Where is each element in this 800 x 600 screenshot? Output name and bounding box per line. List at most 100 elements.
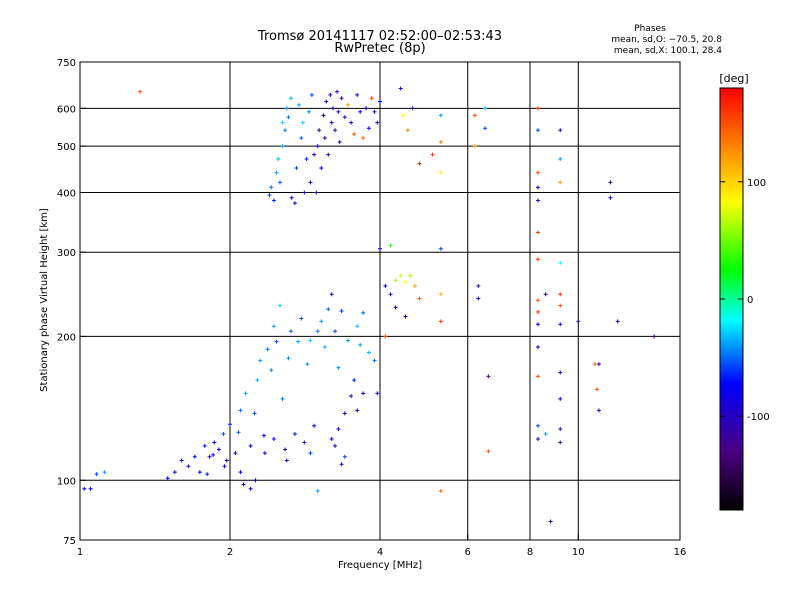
- data-point: [222, 464, 227, 469]
- data-point: [299, 316, 304, 321]
- x-tick-label: 1: [77, 547, 83, 558]
- data-point: [262, 451, 267, 456]
- data-point: [486, 449, 491, 454]
- data-point: [352, 378, 357, 383]
- data-point: [486, 374, 491, 379]
- data-point: [328, 92, 333, 97]
- data-point: [558, 427, 563, 432]
- data-point: [292, 201, 297, 206]
- data-point: [438, 319, 443, 324]
- data-point: [292, 431, 297, 436]
- data-point: [410, 106, 415, 111]
- data-point: [138, 89, 143, 94]
- data-point: [308, 451, 313, 456]
- data-point: [269, 185, 274, 190]
- data-point: [305, 362, 310, 367]
- data-point: [339, 309, 344, 314]
- x-tick-label: 16: [674, 547, 687, 558]
- y-tick-label: 300: [57, 248, 76, 259]
- data-point: [361, 136, 366, 141]
- y-ticks: 75 100 200 300 400 500 600 750: [57, 58, 86, 547]
- data-point: [337, 140, 342, 145]
- data-point: [358, 109, 363, 114]
- data-point: [271, 436, 276, 441]
- y-tick-label: 500: [57, 142, 76, 153]
- data-point: [267, 193, 272, 198]
- data-point: [299, 136, 304, 141]
- data-point: [192, 454, 197, 459]
- x-axis-label: Frequency [MHz]: [338, 560, 422, 571]
- data-point: [315, 488, 320, 493]
- data-point: [366, 126, 371, 131]
- data-point: [352, 132, 357, 137]
- data-point: [294, 166, 299, 171]
- data-point: [558, 260, 563, 265]
- data-point: [280, 120, 285, 125]
- data-point: [383, 283, 388, 288]
- data-point: [378, 246, 382, 251]
- data-point: [535, 106, 540, 111]
- data-point: [243, 391, 248, 396]
- data-point: [476, 283, 481, 288]
- data-point: [355, 324, 360, 329]
- x-ticks: 1 2 4 6 8 10 16: [77, 534, 687, 558]
- data-point: [329, 436, 334, 441]
- data-point: [558, 396, 563, 401]
- data-point: [248, 486, 253, 491]
- data-point: [336, 109, 341, 114]
- data-point: [372, 358, 377, 363]
- y-tick-label: 75: [63, 536, 76, 547]
- data-point: [284, 458, 289, 463]
- data-point: [308, 338, 313, 343]
- x-tick-label: 6: [465, 547, 471, 558]
- data-point: [228, 422, 232, 427]
- data-point: [271, 324, 276, 329]
- data-point: [438, 170, 443, 175]
- data-point: [312, 423, 317, 428]
- data-point: [361, 310, 366, 315]
- data-point: [216, 447, 221, 452]
- data-point: [403, 279, 408, 284]
- stats-title: Phases: [634, 24, 666, 34]
- data-point: [401, 113, 406, 118]
- data-point: [335, 89, 340, 94]
- data-point: [319, 319, 324, 324]
- data-point: [342, 115, 347, 120]
- data-point: [304, 157, 309, 162]
- data-point: [308, 180, 313, 185]
- data-point: [321, 113, 326, 118]
- data-point: [314, 190, 319, 195]
- data-point: [212, 440, 217, 445]
- data-point: [339, 462, 344, 467]
- data-point: [558, 370, 563, 375]
- data-point: [317, 128, 322, 133]
- data-point: [596, 408, 601, 413]
- data-point: [286, 356, 291, 361]
- data-point: [375, 120, 380, 125]
- data-point: [179, 458, 184, 463]
- data-point: [576, 319, 581, 324]
- data-point: [283, 128, 288, 133]
- data-point: [172, 470, 177, 475]
- data-point: [300, 120, 305, 125]
- data-point: [608, 195, 613, 200]
- data-points: [82, 86, 657, 524]
- data-point: [88, 486, 93, 491]
- y-tick-label: 200: [57, 332, 76, 343]
- colorbar-tick-label: 0: [747, 295, 753, 306]
- data-point: [438, 292, 443, 297]
- data-point: [211, 452, 216, 457]
- data-point: [271, 198, 276, 203]
- data-point: [322, 136, 327, 141]
- data-point: [329, 120, 334, 125]
- y-axis-label: Stationary phase Virtual Height [km]: [39, 208, 50, 392]
- data-point: [278, 303, 283, 308]
- data-point: [333, 128, 338, 133]
- data-point: [331, 106, 336, 111]
- data-point: [438, 488, 443, 493]
- y-tick-label: 400: [57, 188, 76, 199]
- data-point: [345, 338, 350, 343]
- data-point: [408, 273, 413, 278]
- grid-lines: [80, 62, 680, 540]
- data-point: [398, 86, 403, 91]
